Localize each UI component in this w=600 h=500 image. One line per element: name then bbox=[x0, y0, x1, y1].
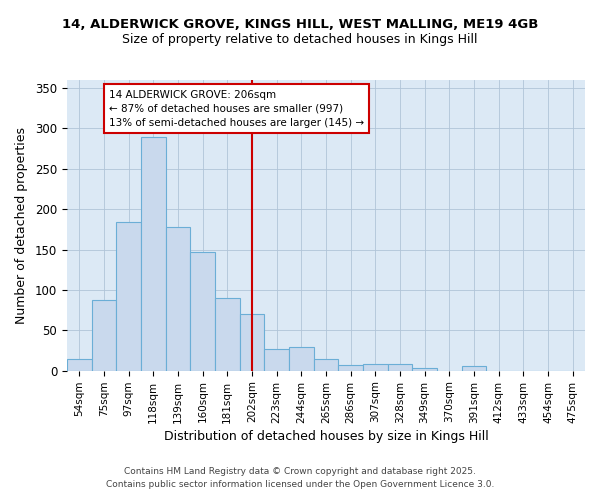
Bar bbox=[116, 222, 141, 370]
Bar bbox=[92, 300, 116, 370]
Bar bbox=[264, 349, 289, 370]
Bar bbox=[239, 314, 264, 370]
Bar bbox=[388, 364, 412, 370]
Bar bbox=[461, 366, 487, 370]
X-axis label: Distribution of detached houses by size in Kings Hill: Distribution of detached houses by size … bbox=[164, 430, 488, 442]
Bar bbox=[338, 365, 363, 370]
Bar bbox=[363, 364, 388, 370]
Bar bbox=[314, 360, 338, 370]
Bar bbox=[412, 368, 437, 370]
Bar bbox=[166, 227, 190, 370]
Text: 14 ALDERWICK GROVE: 206sqm
← 87% of detached houses are smaller (997)
13% of sem: 14 ALDERWICK GROVE: 206sqm ← 87% of deta… bbox=[109, 90, 364, 128]
Bar bbox=[190, 252, 215, 370]
Bar bbox=[141, 136, 166, 370]
Text: Contains public sector information licensed under the Open Government Licence 3.: Contains public sector information licen… bbox=[106, 480, 494, 489]
Bar bbox=[289, 348, 314, 370]
Text: Size of property relative to detached houses in Kings Hill: Size of property relative to detached ho… bbox=[122, 32, 478, 46]
Bar bbox=[215, 298, 239, 370]
Bar bbox=[67, 360, 92, 370]
Y-axis label: Number of detached properties: Number of detached properties bbox=[15, 127, 28, 324]
Text: 14, ALDERWICK GROVE, KINGS HILL, WEST MALLING, ME19 4GB: 14, ALDERWICK GROVE, KINGS HILL, WEST MA… bbox=[62, 18, 538, 30]
Text: Contains HM Land Registry data © Crown copyright and database right 2025.: Contains HM Land Registry data © Crown c… bbox=[124, 467, 476, 476]
